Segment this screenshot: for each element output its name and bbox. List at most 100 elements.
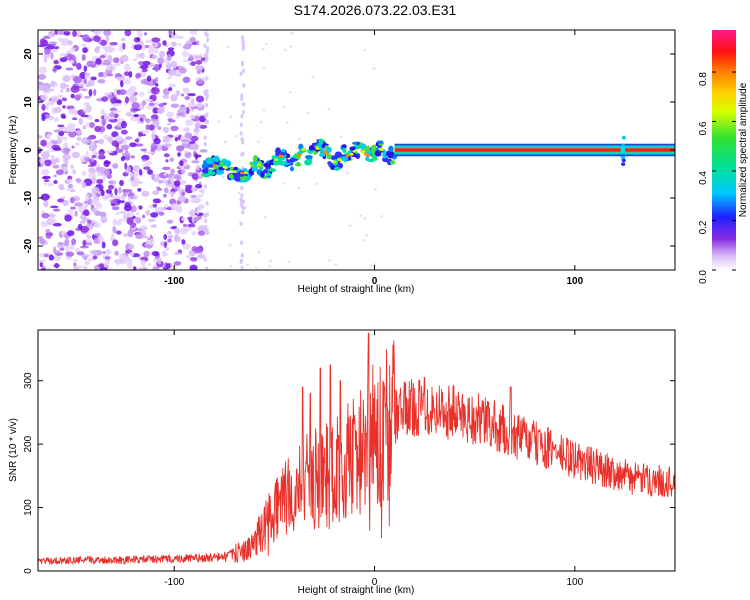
noise-blob [120,156,126,162]
noise-blob [87,79,95,87]
noise-blob [182,44,192,50]
noise-blob [106,65,114,71]
signal-blob [370,148,376,155]
noise-blob [145,39,153,44]
signal-blob [385,150,394,157]
noise-blob [40,139,47,147]
noise-blob [166,219,174,224]
noise-blob [195,65,204,71]
snr-x-ticks: -100 0 100 [164,330,584,588]
noise-blob [143,166,151,170]
snr-plot-area [38,332,675,566]
y-tick-label: 100 [23,499,34,516]
noise-dot [327,107,331,111]
noise-blob [151,133,156,137]
noise-blob [69,189,76,193]
noise-blob [153,48,159,54]
snr-y-axis-label: SNR (10 * v/v) [8,418,19,482]
noise-dot [296,147,300,150]
noise-blob [120,144,130,150]
noise-blob [94,118,100,123]
signal-blob [354,143,361,150]
noise-blob [82,47,88,54]
noise-blob [66,87,70,93]
noise-blob [59,53,68,57]
noise-dot [289,45,293,48]
noise-dot [282,182,286,185]
noise-blob [76,62,82,70]
noise-blob [118,260,127,265]
noise-dot [284,49,287,52]
noise-blob [182,50,188,58]
noise-blob [148,124,155,131]
noise-blob [162,138,170,143]
noise-blob [57,124,65,128]
noise-blob [38,100,42,106]
noise-blob [103,134,109,140]
noise-blob [41,212,50,219]
signal-blob [349,146,356,151]
noise-blob [108,184,114,190]
noise-blob [120,38,126,41]
noise-dot [285,121,289,124]
noise-dot [282,105,286,109]
noise-blob [86,219,92,224]
noise-blob [91,198,97,206]
noise-blob [105,150,114,154]
noise-dot [363,48,367,52]
noise-blob [141,53,145,60]
noise-blob [151,37,161,43]
noise-blob [78,117,84,126]
noise-blob [40,193,50,201]
noise-blob [164,247,170,251]
noise-blob [136,117,141,125]
noise-dot [257,140,260,144]
noise-blob [138,205,143,210]
signal-core [280,154,285,158]
noise-blob [114,135,123,142]
noise-dot [288,91,292,94]
noise-blob [54,157,60,163]
noise-blob [157,257,162,265]
noise-blob [158,103,165,108]
noise-blob [183,150,189,154]
x-tick-label: 0 [372,276,378,287]
noise-blob [106,94,114,100]
noise-blob [72,117,78,121]
noise-blob [50,52,54,60]
x-tick-label: 100 [566,276,583,287]
noise-blob [167,122,172,126]
noise-streak [239,259,243,264]
noise-blob [50,95,59,102]
noise-blob [176,112,185,116]
noise-dot [315,182,319,186]
noise-blob [103,168,111,177]
signal-core [232,170,237,173]
noise-streak [205,201,209,206]
noise-blob [151,173,156,181]
noise-blob [83,210,90,217]
noise-blob [141,190,150,197]
noise-blob [118,186,122,194]
noise-blob [75,265,83,269]
noise-streak [241,38,245,43]
noise-blob [111,140,120,147]
noise-blob [87,167,96,173]
noise-blob [97,78,106,84]
noise-streak [205,102,209,108]
noise-blob [57,241,64,246]
noise-blob [139,91,145,97]
spike-blob [621,155,626,160]
noise-blob [168,119,176,123]
noise-streak [206,37,210,43]
noise-blob [148,47,155,55]
noise-blob [132,165,141,173]
noise-streak [205,96,209,101]
noise-blob [165,159,169,163]
noise-blob [99,152,104,157]
colorbar-tick-label: 0.2 [698,220,709,234]
noise-blob [61,97,67,102]
noise-blob [48,254,55,261]
noise-blob [63,31,71,36]
